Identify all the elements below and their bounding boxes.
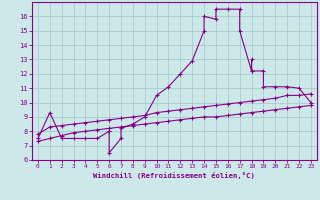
X-axis label: Windchill (Refroidissement éolien,°C): Windchill (Refroidissement éolien,°C) (93, 172, 255, 179)
